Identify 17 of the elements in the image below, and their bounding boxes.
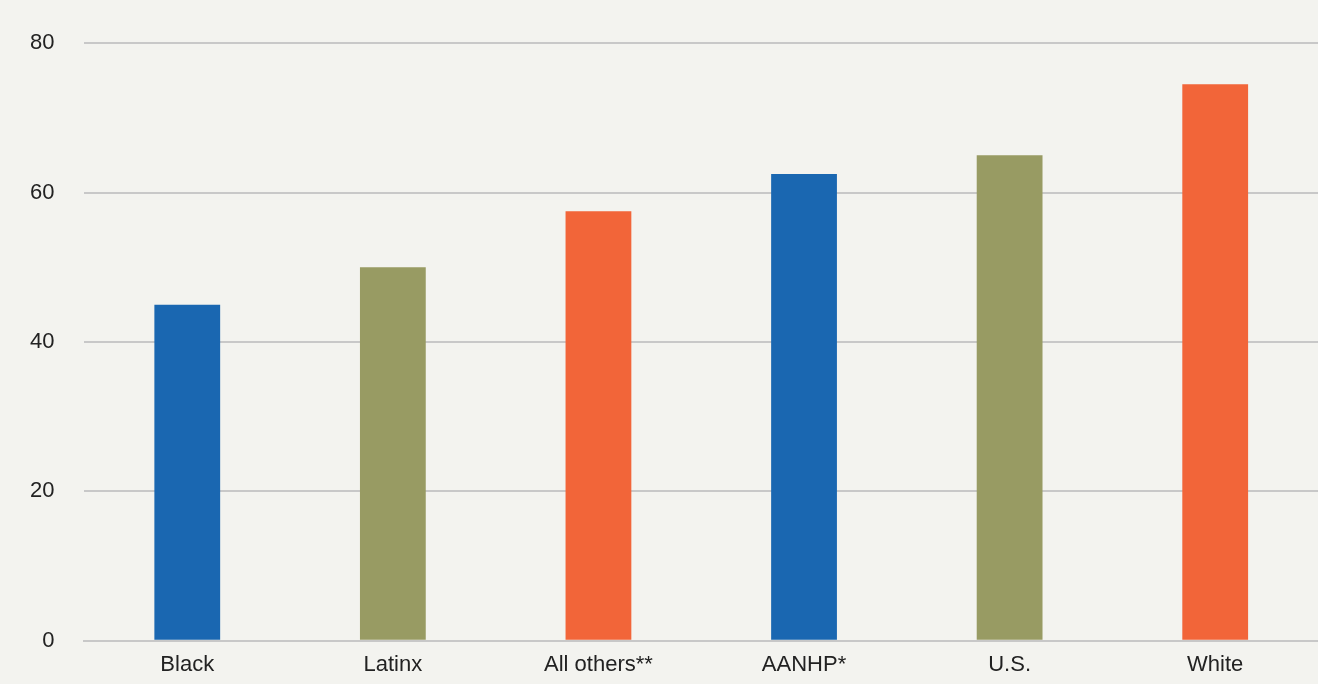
bar [565,211,632,640]
bar [771,173,837,640]
x-tick-label: White [1187,651,1244,677]
x-tick-label: AANHP* [761,651,847,677]
x-tick-label: U.S. [988,651,1032,677]
x-tick-label: Latinx [363,651,423,677]
bar [154,304,221,640]
y-tick-label: 80 [29,29,55,55]
bar [976,155,1043,640]
x-tick-label: All others** [544,651,654,677]
x-tick-label: Black [160,651,216,677]
y-tick-label: 20 [29,477,55,503]
bar [359,267,426,640]
bar [1182,84,1249,640]
y-tick-label: 60 [29,178,55,204]
y-tick-label: 40 [29,328,55,354]
y-tick-label: 0 [42,626,55,652]
